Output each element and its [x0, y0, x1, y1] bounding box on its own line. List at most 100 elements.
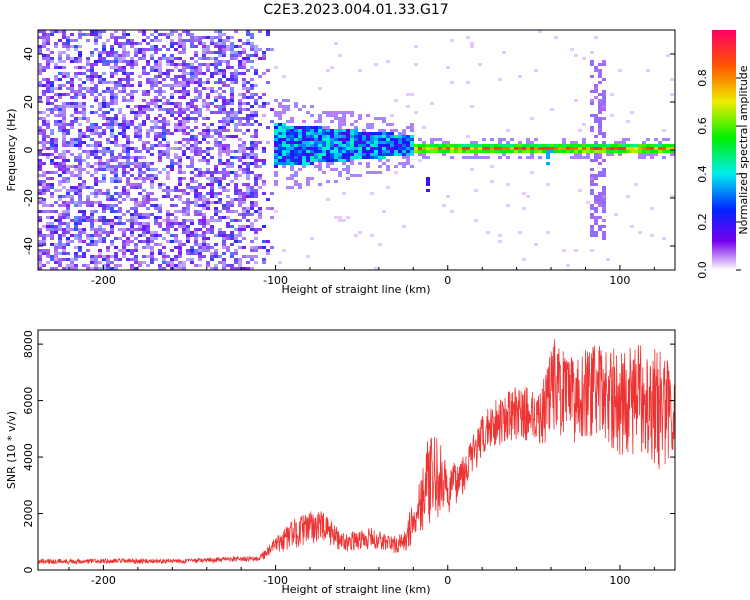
- heatmap-cell: [158, 63, 162, 66]
- heatmap-cell: [598, 198, 602, 201]
- heatmap-cell: [42, 39, 46, 42]
- heatmap-cell: [670, 144, 674, 147]
- colorbar-gradient: [712, 30, 736, 270]
- heatmap-cell: [78, 222, 82, 225]
- heatmap-cell: [602, 63, 606, 66]
- heatmap-cell: [378, 147, 382, 150]
- heatmap-cell: [62, 123, 66, 126]
- heatmap-cell: [166, 261, 170, 264]
- heatmap-cell: [130, 120, 134, 123]
- heatmap-cell: [142, 51, 146, 54]
- heatmap-cell: [398, 132, 402, 135]
- heatmap-cell: [118, 201, 122, 204]
- heatmap-cell: [350, 111, 354, 114]
- heatmap-cell: [126, 147, 130, 150]
- heatmap-cell: [598, 156, 602, 159]
- heatmap-cell: [118, 111, 122, 114]
- heatmap-cell: [406, 147, 410, 150]
- heatmap-cell: [194, 105, 198, 108]
- heatmap-cell: [590, 114, 594, 117]
- heatmap-cell: [238, 117, 242, 120]
- heatmap-cell: [122, 243, 126, 246]
- heatmap-cell: [58, 66, 62, 69]
- heatmap-cell: [406, 162, 410, 165]
- heatmap-cell: [526, 144, 530, 147]
- heatmap-cell: [218, 162, 222, 165]
- heatmap-cell: [278, 156, 282, 159]
- heatmap-cell: [114, 204, 118, 207]
- heatmap-cell: [38, 51, 42, 54]
- heatmap-cell: [70, 126, 74, 129]
- heatmap-cell: [210, 57, 214, 60]
- heatmap-cell: [334, 111, 338, 114]
- heatmap-cell: [206, 57, 210, 60]
- heatmap-cell: [358, 150, 362, 153]
- heatmap-cell: [158, 72, 162, 75]
- heatmap-cell: [474, 156, 478, 159]
- heatmap-cell: [98, 234, 102, 237]
- heatmap-cell: [178, 57, 182, 60]
- heatmap-cell: [370, 234, 374, 237]
- heatmap-cell: [214, 90, 218, 93]
- heatmap-cell: [74, 201, 78, 204]
- heatmap-cell: [154, 237, 158, 240]
- heatmap-cell: [90, 72, 94, 75]
- heatmap-cell: [290, 126, 294, 129]
- heatmap-cell: [58, 261, 62, 264]
- heatmap-cell: [354, 144, 358, 147]
- heatmap-cell: [310, 138, 314, 141]
- heatmap-cell: [62, 111, 66, 114]
- heatmap-cell: [326, 156, 330, 159]
- heatmap-cell: [318, 120, 322, 123]
- heatmap-cell: [262, 93, 266, 96]
- heatmap-cell: [598, 102, 602, 105]
- heatmap-cell: [198, 39, 202, 42]
- heatmap-cell: [398, 150, 402, 153]
- heatmap-cell: [502, 147, 506, 150]
- heatmap-cell: [214, 267, 218, 270]
- heatmap-cell: [314, 141, 318, 144]
- heatmap-cell: [86, 144, 90, 147]
- heatmap-cell: [190, 63, 194, 66]
- bottom-x-axis: -200 -100 0 100: [68, 565, 655, 587]
- heatmap-cell: [662, 156, 666, 159]
- heatmap-cell: [214, 66, 218, 69]
- heatmap-cell: [158, 126, 162, 129]
- heatmap-cell: [242, 117, 246, 120]
- heatmap-cell: [166, 225, 170, 228]
- heatmap-cell: [122, 117, 126, 120]
- heatmap-cell: [138, 114, 142, 117]
- heatmap-cell: [182, 222, 186, 225]
- heatmap-cell: [54, 189, 58, 192]
- heatmap-cell: [158, 60, 162, 63]
- heatmap-cell: [222, 48, 226, 51]
- heatmap-cell: [38, 192, 42, 195]
- heatmap-cell: [414, 147, 418, 150]
- heatmap-cell: [138, 48, 142, 51]
- heatmap-cell: [278, 129, 282, 132]
- heatmap-cell: [134, 51, 138, 54]
- heatmap-cell: [662, 147, 666, 150]
- heatmap-cell: [62, 36, 66, 39]
- heatmap-cell: [150, 204, 154, 207]
- heatmap-cell: [142, 255, 146, 258]
- heatmap-cell: [162, 78, 166, 81]
- heatmap-cell: [274, 210, 278, 213]
- heatmap-cell: [118, 192, 122, 195]
- heatmap-cell: [194, 54, 198, 57]
- heatmap-cell: [150, 261, 154, 264]
- heatmap-cell: [166, 264, 170, 267]
- heatmap-cell: [138, 111, 142, 114]
- heatmap-cell: [518, 147, 522, 150]
- heatmap-cell: [170, 234, 174, 237]
- heatmap-cell: [590, 213, 594, 216]
- heatmap-cell: [50, 216, 54, 219]
- heatmap-cell: [78, 174, 82, 177]
- heatmap-cell: [58, 219, 62, 222]
- heatmap-cell: [114, 93, 118, 96]
- heatmap-cell: [134, 207, 138, 210]
- heatmap-cell: [282, 162, 286, 165]
- heatmap-cell: [210, 51, 214, 54]
- heatmap-cell: [82, 105, 86, 108]
- heatmap-cell: [170, 198, 174, 201]
